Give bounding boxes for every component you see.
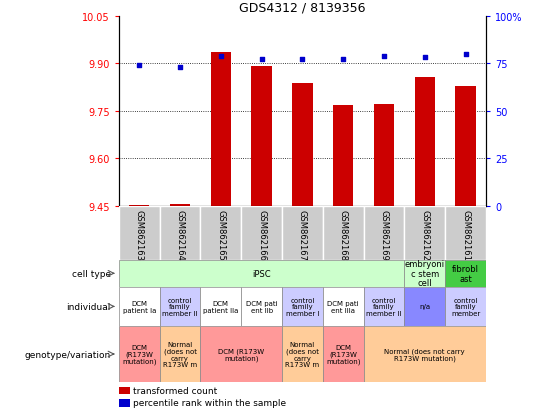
Bar bbox=[160, 287, 200, 326]
Bar bbox=[323, 287, 363, 326]
Text: fibrobl
ast: fibrobl ast bbox=[452, 264, 479, 283]
Bar bbox=[200, 326, 282, 382]
Bar bbox=[160, 326, 200, 382]
Text: control
family
member: control family member bbox=[451, 297, 480, 316]
Text: GSM862164: GSM862164 bbox=[176, 209, 185, 260]
Bar bbox=[119, 287, 160, 326]
Bar bbox=[455, 87, 476, 206]
Bar bbox=[323, 326, 363, 382]
Text: cell type: cell type bbox=[72, 269, 111, 278]
Text: GSM862166: GSM862166 bbox=[257, 209, 266, 260]
Text: GSM862168: GSM862168 bbox=[339, 209, 348, 260]
Bar bbox=[363, 287, 404, 326]
Point bbox=[339, 57, 348, 64]
Text: transformed count: transformed count bbox=[133, 386, 218, 395]
Bar bbox=[323, 206, 363, 260]
Bar bbox=[200, 206, 241, 260]
Text: control
family
member I: control family member I bbox=[286, 297, 319, 316]
Text: Normal
(does not
carry
R173W m: Normal (does not carry R173W m bbox=[285, 341, 320, 367]
Bar bbox=[363, 206, 404, 260]
Bar bbox=[160, 206, 200, 260]
Text: DCM pati
ent IIb: DCM pati ent IIb bbox=[246, 300, 278, 313]
Bar bbox=[282, 287, 323, 326]
Bar bbox=[252, 66, 272, 206]
Point bbox=[135, 63, 144, 69]
Text: DCM
(R173W
mutation): DCM (R173W mutation) bbox=[326, 344, 361, 364]
Point bbox=[461, 51, 470, 58]
Point bbox=[421, 55, 429, 62]
Text: DCM pati
ent IIIa: DCM pati ent IIIa bbox=[327, 300, 359, 313]
Text: individual: individual bbox=[66, 302, 111, 311]
Text: DCM (R173W
mutation): DCM (R173W mutation) bbox=[218, 347, 264, 361]
Text: control
family
member II: control family member II bbox=[366, 297, 402, 316]
Text: genotype/variation: genotype/variation bbox=[24, 350, 111, 358]
Bar bbox=[282, 326, 323, 382]
Text: GSM862167: GSM862167 bbox=[298, 209, 307, 260]
Bar bbox=[241, 287, 282, 326]
Text: GSM862165: GSM862165 bbox=[217, 209, 225, 260]
Bar bbox=[445, 260, 486, 287]
Point bbox=[176, 64, 184, 71]
Bar bbox=[119, 387, 130, 394]
Bar bbox=[119, 326, 160, 382]
Text: GSM862163: GSM862163 bbox=[134, 209, 144, 260]
Bar bbox=[170, 205, 190, 206]
Bar bbox=[415, 78, 435, 206]
Point bbox=[217, 53, 225, 60]
Text: GSM862169: GSM862169 bbox=[380, 209, 388, 260]
Text: Normal (does not carry
R173W mutation): Normal (does not carry R173W mutation) bbox=[384, 347, 465, 361]
Point bbox=[298, 57, 307, 64]
Bar bbox=[119, 260, 404, 287]
Bar bbox=[404, 287, 445, 326]
Bar bbox=[404, 260, 445, 287]
Bar bbox=[333, 106, 353, 206]
Bar bbox=[292, 84, 313, 206]
Bar bbox=[241, 206, 282, 260]
Bar bbox=[374, 105, 394, 206]
Title: GDS4312 / 8139356: GDS4312 / 8139356 bbox=[239, 1, 366, 14]
Text: embryoni
c stem
cell: embryoni c stem cell bbox=[405, 259, 445, 288]
Point bbox=[257, 57, 266, 64]
Text: control
family
member II: control family member II bbox=[162, 297, 198, 316]
Bar bbox=[119, 206, 160, 260]
Text: GSM862161: GSM862161 bbox=[461, 209, 470, 260]
Text: percentile rank within the sample: percentile rank within the sample bbox=[133, 399, 287, 408]
Bar bbox=[129, 205, 150, 206]
Text: n/a: n/a bbox=[419, 304, 430, 310]
Bar bbox=[119, 399, 130, 407]
Point bbox=[380, 53, 388, 60]
Bar bbox=[445, 206, 486, 260]
Text: iPSC: iPSC bbox=[252, 269, 271, 278]
Text: DCM
patient IIa: DCM patient IIa bbox=[203, 300, 239, 313]
Bar bbox=[200, 287, 241, 326]
Text: Normal
(does not
carry
R173W m: Normal (does not carry R173W m bbox=[163, 341, 197, 367]
Bar bbox=[211, 53, 231, 206]
Bar bbox=[445, 287, 486, 326]
Text: DCM
patient Ia: DCM patient Ia bbox=[123, 300, 156, 313]
Text: GSM862162: GSM862162 bbox=[420, 209, 429, 260]
Text: DCM
(R173W
mutation): DCM (R173W mutation) bbox=[122, 344, 157, 364]
Bar bbox=[404, 206, 445, 260]
Bar bbox=[282, 206, 323, 260]
Bar bbox=[363, 326, 486, 382]
